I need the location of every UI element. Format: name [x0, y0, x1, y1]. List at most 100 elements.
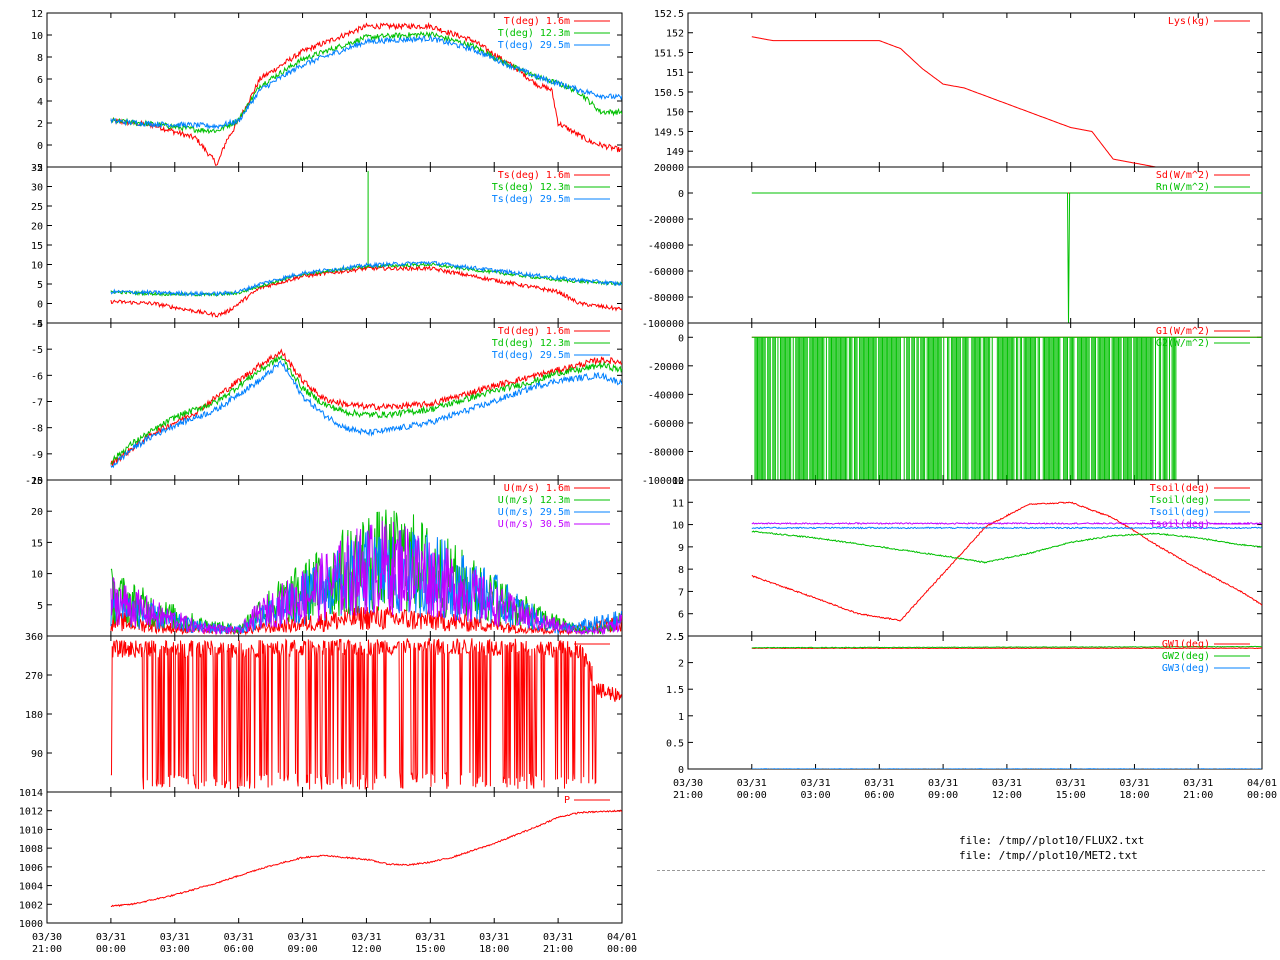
panel-dir: 90 180 270 360	[25, 632, 623, 793]
x-tick-time: 12:00	[992, 790, 1022, 801]
x-tick-date: 03/31	[801, 778, 831, 789]
legend-entry: Rn(W/m^2)	[1156, 182, 1210, 193]
x-tick-date: 03/31	[288, 932, 318, 943]
y-tick-label: 1004	[19, 882, 43, 893]
x-tick-time: 09:00	[288, 944, 318, 955]
y-tick-label: -40000	[648, 390, 684, 401]
x-tick-time: 03:00	[801, 790, 831, 801]
y-tick-label: 7	[678, 587, 684, 598]
legend-entry: Ts(deg) 1.6m	[498, 170, 570, 181]
series-line	[751, 192, 1262, 323]
y-tick-label: -6	[31, 371, 43, 382]
x-tick-date: 03/31	[224, 932, 254, 943]
x-tick-time: 12:00	[351, 944, 381, 955]
y-tick-label: 0	[678, 765, 684, 776]
y-tick-label: 0	[678, 189, 684, 200]
series-line	[751, 768, 1262, 769]
footer-file-met: file: /tmp//plot10/MET2.txt	[959, 849, 1138, 862]
y-tick-label: 151	[666, 68, 684, 79]
series-line	[110, 520, 622, 636]
legend-entry: GW2(deg)	[1162, 651, 1210, 662]
y-tick-label: 1.5	[666, 685, 684, 696]
y-tick-label: 1008	[19, 844, 43, 855]
legend-entry: U(m/s) 12.3m	[498, 495, 570, 506]
y-tick-label: 150.5	[654, 88, 684, 99]
y-tick-label: 152	[666, 29, 684, 40]
series-line	[751, 501, 1262, 622]
x-tick-date: 03/31	[96, 932, 126, 943]
panel-frame	[687, 12, 1263, 168]
legend-entry: Ts(deg) 12.3m	[492, 182, 570, 193]
y-tick-label: 5	[678, 632, 684, 643]
y-tick-label: -2	[31, 163, 43, 174]
panel-rad: -100000 -80000 -60000 -40000 -20000 0 20000 Sd(…	[642, 163, 1263, 330]
y-tick-label: 1002	[19, 900, 43, 911]
y-tick-label: 6	[678, 610, 684, 621]
y-tick-label: 15	[31, 241, 43, 252]
series-line	[110, 638, 622, 790]
legend-entry: U(m/s) 1.6m	[504, 483, 570, 494]
y-tick-label: 20	[31, 507, 43, 518]
legend-entry: Tsoil(deg)	[1150, 519, 1210, 530]
x-tick-date: 03/31	[1119, 778, 1149, 789]
y-tick-label: -4	[31, 319, 43, 330]
y-tick-label: -8	[31, 424, 43, 435]
y-tick-label: 0.5	[666, 738, 684, 749]
y-tick-label: 0	[37, 141, 43, 152]
y-tick-label: 2	[37, 119, 43, 130]
x-tick-date: 03/31	[1056, 778, 1086, 789]
legend-entry: U(m/s) 30.5m	[498, 519, 570, 530]
series-line	[110, 529, 622, 636]
x-tick-date: 04/01	[607, 932, 637, 943]
y-tick-label: 90	[31, 749, 43, 760]
y-tick-label: 1000	[19, 919, 43, 930]
legend-entry: Td(deg) 12.3m	[492, 338, 570, 349]
y-tick-label: 5	[37, 280, 43, 291]
y-tick-label: 4	[37, 97, 43, 108]
panel-p: 1000 1002 1004 1006 1008 1010 1012 1014 P	[19, 788, 623, 930]
y-tick-label: 152.5	[654, 9, 684, 20]
y-tick-label: 1010	[19, 825, 43, 836]
y-tick-label: 151.5	[654, 48, 684, 59]
y-tick-label: -9	[31, 450, 43, 461]
y-tick-label: 25	[31, 476, 43, 487]
series-line	[110, 809, 622, 907]
x-tick-time: 00:00	[607, 944, 637, 955]
y-tick-label: 12	[672, 476, 684, 487]
legend-entry: P	[564, 795, 570, 806]
x-tick-time: 21:00	[1183, 790, 1213, 801]
y-tick-label: 0	[37, 300, 43, 311]
x-tick-date: 04/01	[1247, 778, 1277, 789]
y-tick-label: 1014	[19, 788, 43, 799]
y-tick-label: 12	[31, 9, 43, 20]
legend-entry: GW1(deg)	[1162, 639, 1210, 650]
series-line	[751, 645, 1262, 649]
x-tick-time: 21:00	[32, 944, 62, 955]
y-tick-label: 20000	[654, 163, 684, 174]
series-line	[110, 30, 622, 135]
x-tick-date: 03/31	[415, 932, 445, 943]
legend-entry: G1(W/m^2)	[1156, 326, 1210, 337]
x-tick-date: 03/30	[32, 932, 62, 943]
y-tick-label: 8	[678, 565, 684, 576]
x-tick-time: 18:00	[1119, 790, 1149, 801]
legend-entry: Td(deg) 1.6m	[498, 326, 570, 337]
x-tick-date: 03/31	[864, 778, 894, 789]
series-line	[751, 530, 1262, 564]
y-tick-label: 2	[678, 659, 684, 670]
y-tick-label: -7	[31, 398, 43, 409]
legend-entry: T(deg) 29.5m	[498, 40, 570, 51]
y-tick-label: 1006	[19, 863, 43, 874]
y-tick-label: -20000	[648, 215, 684, 226]
footer-divider	[657, 870, 1265, 871]
y-tick-label: 10	[31, 261, 43, 272]
y-tick-label: 20	[31, 222, 43, 233]
series-line	[751, 526, 1262, 530]
x-tick-date: 03/31	[543, 932, 573, 943]
y-tick-label: 10	[31, 31, 43, 42]
y-tick-label: 150	[666, 108, 684, 119]
y-tick-label: 0	[678, 333, 684, 344]
x-tick-time: 00:00	[96, 944, 126, 955]
x-tick-time: 15:00	[415, 944, 445, 955]
